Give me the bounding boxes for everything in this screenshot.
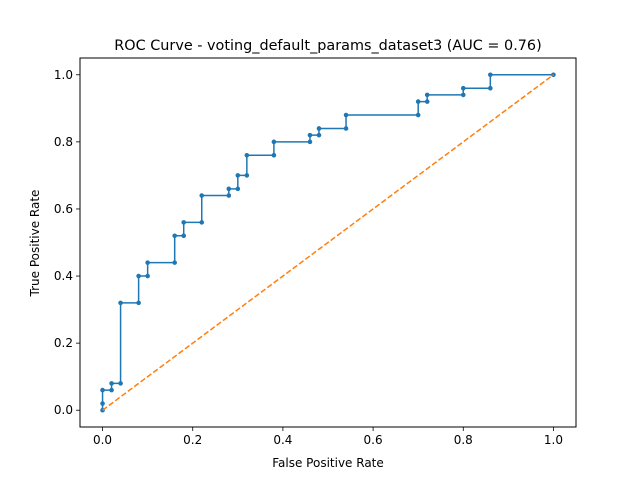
roc-point — [343, 112, 349, 118]
roc-point — [226, 193, 232, 198]
roc-point — [424, 99, 430, 104]
y-axis: 0.0 0.2 0.4 0.6 0.8 1.0 — [54, 68, 80, 417]
roc-point — [181, 220, 187, 225]
roc-point — [488, 72, 493, 78]
roc-point — [307, 139, 313, 145]
roc-point — [415, 112, 421, 118]
x-tick-label: 0.4 — [273, 433, 292, 447]
chart-title: ROC Curve - voting_default_params_datase… — [114, 38, 541, 54]
x-tick-label: 1.0 — [544, 433, 563, 447]
y-axis-label: True Positive Rate — [28, 190, 42, 298]
x-tick-label: 0.0 — [93, 433, 112, 447]
roc-point — [109, 387, 114, 393]
x-tick-label: 0.6 — [364, 433, 383, 447]
roc-point — [199, 193, 205, 198]
y-tick-label: 0.4 — [54, 269, 73, 283]
y-tick-label: 0.8 — [54, 135, 73, 149]
roc-point — [244, 173, 250, 178]
roc-point — [145, 260, 150, 265]
roc-point — [316, 126, 322, 131]
roc-point — [307, 132, 313, 138]
roc-point — [109, 381, 114, 386]
roc-point — [172, 260, 177, 265]
x-axis-label: False Positive Rate — [272, 456, 384, 470]
roc-point — [118, 300, 123, 306]
roc-point — [136, 300, 141, 306]
roc-point — [415, 99, 421, 104]
series-layer — [100, 72, 556, 413]
roc-point — [100, 387, 105, 393]
x-axis: 0.0 0.2 0.4 0.6 0.8 1.0 — [93, 427, 563, 447]
roc-point — [343, 126, 349, 131]
roc-point — [316, 132, 322, 138]
roc-point — [460, 85, 466, 91]
x-tick-label: 0.8 — [454, 433, 473, 447]
roc-point — [199, 220, 205, 225]
roc-point — [172, 233, 177, 239]
y-tick-label: 0.6 — [54, 202, 73, 216]
roc-point — [271, 152, 277, 158]
diagonal-reference-line — [102, 74, 554, 411]
roc-point — [244, 152, 250, 158]
y-tick-label: 0.0 — [54, 403, 73, 417]
roc-curve-line — [101, 74, 554, 411]
roc-point — [100, 401, 105, 406]
roc-point — [136, 273, 141, 279]
roc-point — [145, 273, 150, 279]
roc-point — [235, 186, 241, 192]
plot-frame — [79, 57, 577, 428]
roc-point — [181, 233, 187, 239]
y-tick-label: 0.2 — [54, 336, 73, 350]
roc-point — [226, 186, 232, 192]
roc-point — [235, 173, 241, 178]
roc-point — [118, 381, 123, 386]
y-tick-label: 1.0 — [54, 68, 73, 82]
roc-point — [424, 92, 430, 98]
roc-point — [460, 92, 466, 98]
x-tick-label: 0.2 — [183, 433, 202, 447]
roc-point — [271, 139, 277, 145]
roc-point — [488, 85, 493, 91]
